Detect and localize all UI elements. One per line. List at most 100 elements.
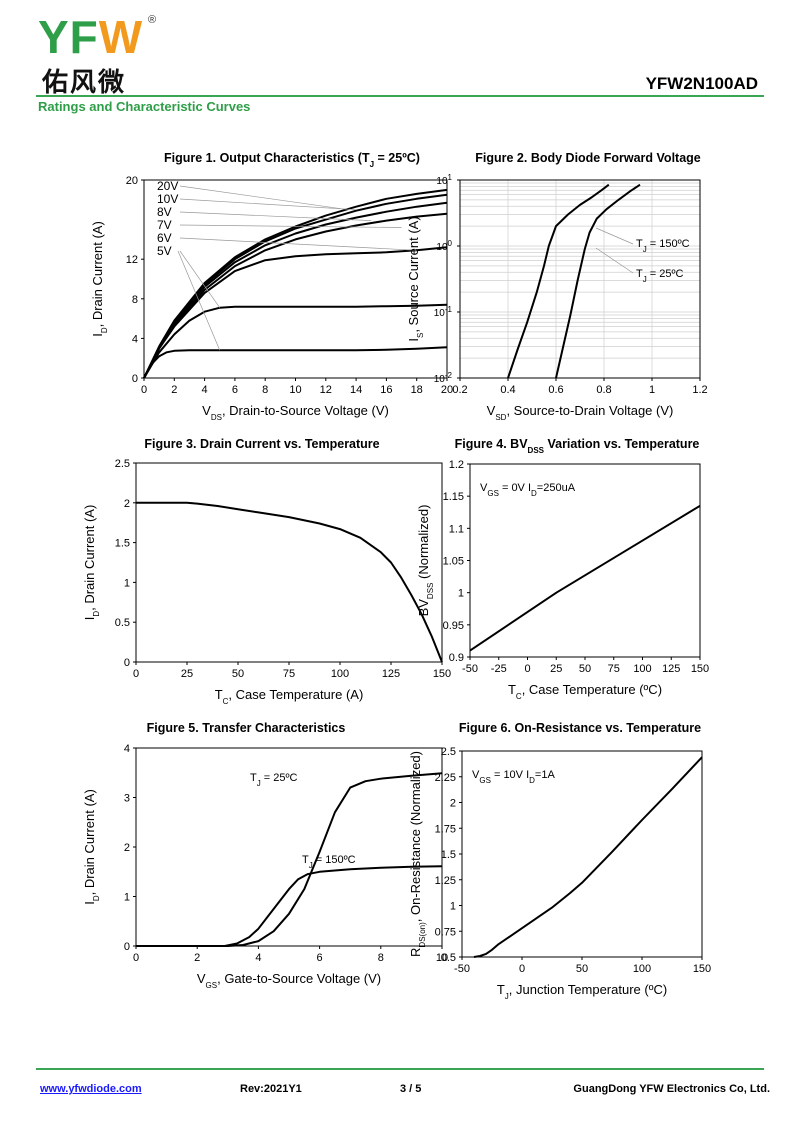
x-tick-label: 100 xyxy=(331,668,349,680)
y-axis-label: IS, Source Current (A) xyxy=(406,216,425,341)
x-tick-label: -50 xyxy=(454,963,470,975)
x-tick-label: 25 xyxy=(181,668,193,680)
y-tick-label: 2.25 xyxy=(435,772,456,784)
series-line-0 xyxy=(136,501,443,663)
x-tick-label: 0 xyxy=(133,668,139,680)
chart-title: Figure 6. On-Resistance vs. Temperature xyxy=(459,721,701,735)
y-tick-label: 0.95 xyxy=(443,620,464,632)
x-tick-label: 6 xyxy=(232,384,238,396)
y-tick-label: 1.1 xyxy=(449,523,464,535)
figure-1-chart: Figure 1. Output Characteristics (TJ = 2… xyxy=(90,151,453,422)
leader-line xyxy=(179,250,221,308)
y-tick-label: 2.5 xyxy=(441,746,456,758)
footer-divider xyxy=(36,1068,764,1070)
plot-frame xyxy=(459,179,701,379)
series-line-0 xyxy=(473,756,703,958)
x-tick-label: 4 xyxy=(255,952,261,964)
y-tick-label: 1.5 xyxy=(115,538,130,550)
x-tick-label: 0.6 xyxy=(548,384,563,396)
leader-line xyxy=(179,185,341,210)
x-tick-label: 125 xyxy=(382,668,400,680)
series-line-5 xyxy=(143,303,448,379)
x-tick-label: 8 xyxy=(262,384,268,396)
y-tick-label: 1 xyxy=(124,892,130,904)
x-tick-label: 10 xyxy=(289,384,301,396)
leader-line xyxy=(177,250,221,351)
x-axis-label: VSD, Source-to-Drain Voltage (V) xyxy=(487,403,674,422)
x-tick-label: 0.2 xyxy=(452,384,467,396)
x-tick-label: 10 xyxy=(436,952,448,964)
y-axis-label: BVDSS (Normalized) xyxy=(416,505,435,617)
y-tick-label: 4 xyxy=(124,743,130,755)
leader-line xyxy=(179,237,417,251)
y-tick-label: 1 xyxy=(458,588,464,600)
chart-title: Figure 3. Drain Current vs. Temperature xyxy=(144,437,379,451)
x-tick-label: 4 xyxy=(202,384,208,396)
x-axis-label: VDS, Drain-to-Source Voltage (V) xyxy=(202,403,389,422)
logo-chinese-text: 佑风微 xyxy=(42,68,127,98)
series-label: 8V xyxy=(157,205,172,219)
x-tick-label: 0 xyxy=(519,963,525,975)
x-tick-label: 12 xyxy=(320,384,332,396)
x-axis-label: VGS, Gate-to-Source Voltage (V) xyxy=(197,971,381,990)
y-tick-label: 1.25 xyxy=(435,875,456,887)
condition-annotation: VGS = 0V ID=250uA xyxy=(480,482,576,498)
series-label: 6V xyxy=(157,231,172,245)
x-tick-label: 14 xyxy=(350,384,362,396)
leader-line xyxy=(595,247,634,274)
y-tick-label: 0.9 xyxy=(449,652,464,664)
series-label: TJ = 150ºC xyxy=(302,854,356,870)
x-tick-label: -25 xyxy=(491,663,507,675)
leader-line xyxy=(179,224,402,228)
revision-label: Rev:2021Y1 xyxy=(240,1083,302,1095)
x-tick-label: 75 xyxy=(608,663,620,675)
y-tick-label: 1.75 xyxy=(435,823,456,835)
y-tick-label: 101 xyxy=(436,173,452,188)
x-tick-label: 100 xyxy=(633,663,651,675)
chart-title: Figure 1. Output Characteristics (TJ = 2… xyxy=(164,151,420,169)
series-line-6 xyxy=(143,346,448,379)
website-link[interactable]: www.yfwdiode.com xyxy=(40,1083,142,1095)
leader-line xyxy=(179,211,372,221)
series-label: TJ = 150ºC xyxy=(636,238,690,254)
company-logo: YFW ® 佑风微 xyxy=(38,14,178,98)
x-tick-label: 1.2 xyxy=(692,384,707,396)
x-axis-label: TJ, Junction Temperature (ºC) xyxy=(497,982,667,1001)
series-line-0 xyxy=(507,183,610,379)
leader-line xyxy=(595,227,634,245)
figure-6-chart: Figure 6. On-Resistance vs. Temperature -… xyxy=(408,721,711,1001)
y-tick-label: 0 xyxy=(124,941,130,953)
y-tick-label: 1 xyxy=(124,577,130,589)
section-subtitle: Ratings and Characteristic Curves xyxy=(38,99,251,114)
x-tick-label: 0.8 xyxy=(596,384,611,396)
y-tick-label: 20 xyxy=(126,175,138,187)
y-tick-label: 8 xyxy=(132,294,138,306)
y-axis-label: ID, Drain Current (A) xyxy=(90,221,109,337)
x-tick-label: 0 xyxy=(141,384,147,396)
x-tick-label: 1 xyxy=(649,384,655,396)
y-tick-label: 0 xyxy=(132,373,138,385)
x-tick-label: 150 xyxy=(433,668,451,680)
y-tick-label: 0 xyxy=(124,657,130,669)
x-tick-label: 20 xyxy=(441,384,453,396)
y-tick-label: 100 xyxy=(436,239,452,254)
y-tick-label: 1.15 xyxy=(443,491,464,503)
x-tick-label: 50 xyxy=(232,668,244,680)
y-tick-label: 1 xyxy=(450,901,456,913)
y-tick-label: 3 xyxy=(124,793,130,805)
y-tick-label: 2.5 xyxy=(115,458,130,470)
chart-title: Figure 4. BVDSS Variation vs. Temperatur… xyxy=(455,437,700,455)
y-axis-label: ID, Drain Current (A) xyxy=(82,505,101,621)
x-tick-label: -50 xyxy=(462,663,478,675)
page-number: 3 / 5 xyxy=(400,1083,422,1095)
y-tick-label: 0.5 xyxy=(441,952,456,964)
x-tick-label: 0 xyxy=(133,952,139,964)
plot-frame xyxy=(461,750,703,958)
series-label: TJ = 25ºC xyxy=(636,268,684,284)
series-line-0 xyxy=(469,504,701,652)
series-label: 7V xyxy=(157,218,172,232)
condition-annotation: VGS = 10V ID=1A xyxy=(472,769,555,785)
y-tick-label: 2 xyxy=(124,498,130,510)
y-tick-label: 0.75 xyxy=(435,926,456,938)
series-label: 10V xyxy=(157,192,178,206)
